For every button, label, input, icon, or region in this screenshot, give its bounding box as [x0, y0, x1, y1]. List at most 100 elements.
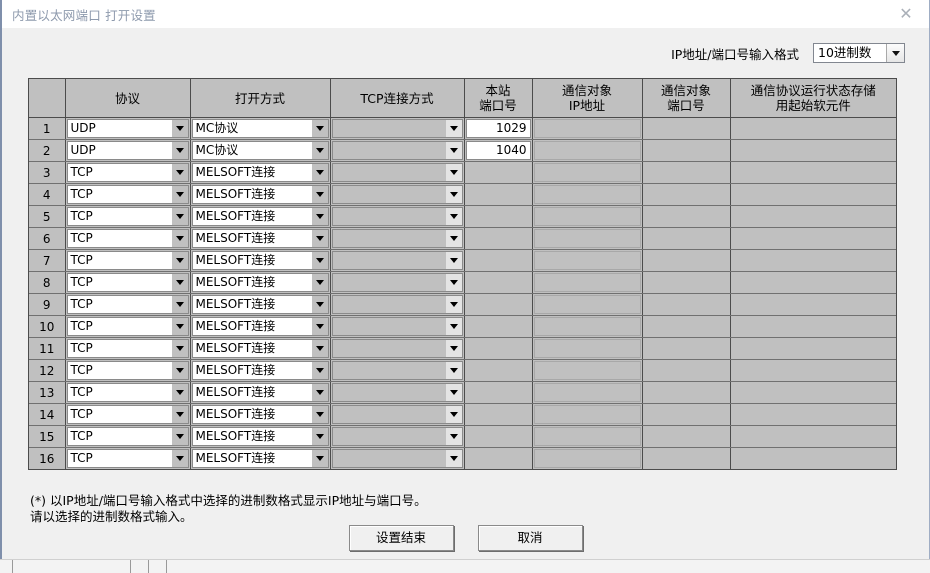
chevron-down-icon[interactable] — [311, 384, 328, 401]
status-device-input[interactable] — [731, 449, 895, 468]
open-method-select[interactable]: MELSOFT连接 — [191, 427, 329, 446]
peer-port-input[interactable] — [643, 383, 729, 402]
open-method-select[interactable]: MELSOFT连接 — [191, 163, 329, 182]
tcp-connect-select[interactable] — [331, 119, 463, 138]
open-method-select[interactable]: MELSOFT连接 — [191, 361, 329, 380]
host-port-input[interactable] — [465, 317, 531, 336]
chevron-down-icon[interactable] — [445, 120, 462, 137]
tcp-connect-select[interactable] — [331, 339, 463, 358]
chevron-down-icon[interactable] — [171, 450, 188, 467]
chevron-down-icon[interactable] — [171, 164, 188, 181]
peer-port-input[interactable] — [643, 339, 729, 358]
open-method-select[interactable]: MELSOFT连接 — [191, 185, 329, 204]
peer-port-input[interactable] — [643, 185, 729, 204]
chevron-down-icon[interactable] — [171, 362, 188, 379]
status-device-input[interactable] — [731, 339, 895, 358]
open-method-select[interactable]: MELSOFT连接 — [191, 339, 329, 358]
tcp-connect-select[interactable] — [331, 229, 463, 248]
chevron-down-icon[interactable] — [171, 230, 188, 247]
chevron-down-icon[interactable] — [311, 406, 328, 423]
chevron-down-icon[interactable] — [311, 428, 328, 445]
chevron-down-icon[interactable] — [445, 318, 462, 335]
chevron-down-icon[interactable] — [311, 362, 328, 379]
chevron-down-icon[interactable] — [311, 340, 328, 357]
chevron-down-icon[interactable] — [171, 252, 188, 269]
host-port-input[interactable] — [465, 163, 531, 182]
tcp-connect-select[interactable] — [331, 251, 463, 270]
peer-ip-input[interactable] — [533, 339, 641, 358]
protocol-select[interactable]: TCP — [66, 251, 189, 270]
peer-ip-input[interactable] — [533, 141, 641, 160]
chevron-down-icon[interactable] — [445, 428, 462, 445]
protocol-select[interactable]: TCP — [66, 185, 189, 204]
peer-ip-input[interactable] — [533, 185, 641, 204]
chevron-down-icon[interactable] — [445, 164, 462, 181]
status-device-input[interactable] — [731, 185, 895, 204]
open-method-select[interactable]: MELSOFT连接 — [191, 295, 329, 314]
host-port-input[interactable] — [465, 427, 531, 446]
peer-port-input[interactable] — [643, 229, 729, 248]
chevron-down-icon[interactable] — [445, 362, 462, 379]
host-port-input[interactable] — [465, 449, 531, 468]
open-method-select[interactable]: MELSOFT连接 — [191, 449, 329, 468]
status-device-input[interactable] — [731, 295, 895, 314]
ip-port-format-select[interactable]: 10进制数 — [813, 43, 905, 63]
tcp-connect-select[interactable] — [331, 141, 463, 160]
chevron-down-icon[interactable] — [445, 252, 462, 269]
peer-port-input[interactable] — [643, 405, 729, 424]
protocol-select[interactable]: TCP — [66, 229, 189, 248]
peer-ip-input[interactable] — [533, 383, 641, 402]
peer-port-input[interactable] — [643, 163, 729, 182]
chevron-down-icon[interactable] — [171, 296, 188, 313]
open-method-select[interactable]: MC协议 — [191, 141, 329, 160]
chevron-down-icon[interactable] — [311, 274, 328, 291]
protocol-select[interactable]: TCP — [66, 405, 189, 424]
chevron-down-icon[interactable] — [311, 142, 328, 159]
protocol-select[interactable]: TCP — [66, 273, 189, 292]
status-device-input[interactable] — [731, 427, 895, 446]
chevron-down-icon[interactable] — [886, 44, 904, 62]
chevron-down-icon[interactable] — [311, 164, 328, 181]
protocol-select[interactable]: TCP — [66, 449, 189, 468]
tcp-connect-select[interactable] — [331, 427, 463, 446]
chevron-down-icon[interactable] — [445, 296, 462, 313]
ok-button[interactable]: 设置结束 — [348, 525, 454, 551]
cancel-button[interactable]: 取消 — [477, 525, 583, 551]
tcp-connect-select[interactable] — [331, 317, 463, 336]
chevron-down-icon[interactable] — [311, 318, 328, 335]
status-device-input[interactable] — [731, 141, 895, 160]
host-port-input[interactable] — [465, 339, 531, 358]
protocol-select[interactable]: TCP — [66, 339, 189, 358]
host-port-input[interactable] — [465, 405, 531, 424]
status-device-input[interactable] — [731, 229, 895, 248]
chevron-down-icon[interactable] — [445, 142, 462, 159]
tcp-connect-select[interactable] — [331, 185, 463, 204]
open-method-select[interactable]: MELSOFT连接 — [191, 317, 329, 336]
chevron-down-icon[interactable] — [311, 252, 328, 269]
chevron-down-icon[interactable] — [171, 274, 188, 291]
status-device-input[interactable] — [731, 317, 895, 336]
chevron-down-icon[interactable] — [311, 120, 328, 137]
chevron-down-icon[interactable] — [311, 186, 328, 203]
peer-ip-input[interactable] — [533, 427, 641, 446]
peer-ip-input[interactable] — [533, 295, 641, 314]
chevron-down-icon[interactable] — [171, 384, 188, 401]
protocol-select[interactable]: TCP — [66, 295, 189, 314]
protocol-select[interactable]: TCP — [66, 317, 189, 336]
chevron-down-icon[interactable] — [311, 296, 328, 313]
status-device-input[interactable] — [731, 119, 895, 138]
host-port-input[interactable] — [465, 251, 531, 270]
tcp-connect-select[interactable] — [331, 449, 463, 468]
open-method-select[interactable]: MELSOFT连接 — [191, 383, 329, 402]
host-port-input[interactable] — [465, 361, 531, 380]
host-port-input[interactable] — [465, 295, 531, 314]
peer-port-input[interactable] — [643, 141, 729, 160]
status-device-input[interactable] — [731, 163, 895, 182]
open-method-select[interactable]: MELSOFT连接 — [191, 405, 329, 424]
host-port-input[interactable] — [465, 229, 531, 248]
host-port-input[interactable]: 1029 — [465, 119, 531, 138]
status-device-input[interactable] — [731, 383, 895, 402]
peer-port-input[interactable] — [643, 317, 729, 336]
tcp-connect-select[interactable] — [331, 295, 463, 314]
chevron-down-icon[interactable] — [171, 142, 188, 159]
